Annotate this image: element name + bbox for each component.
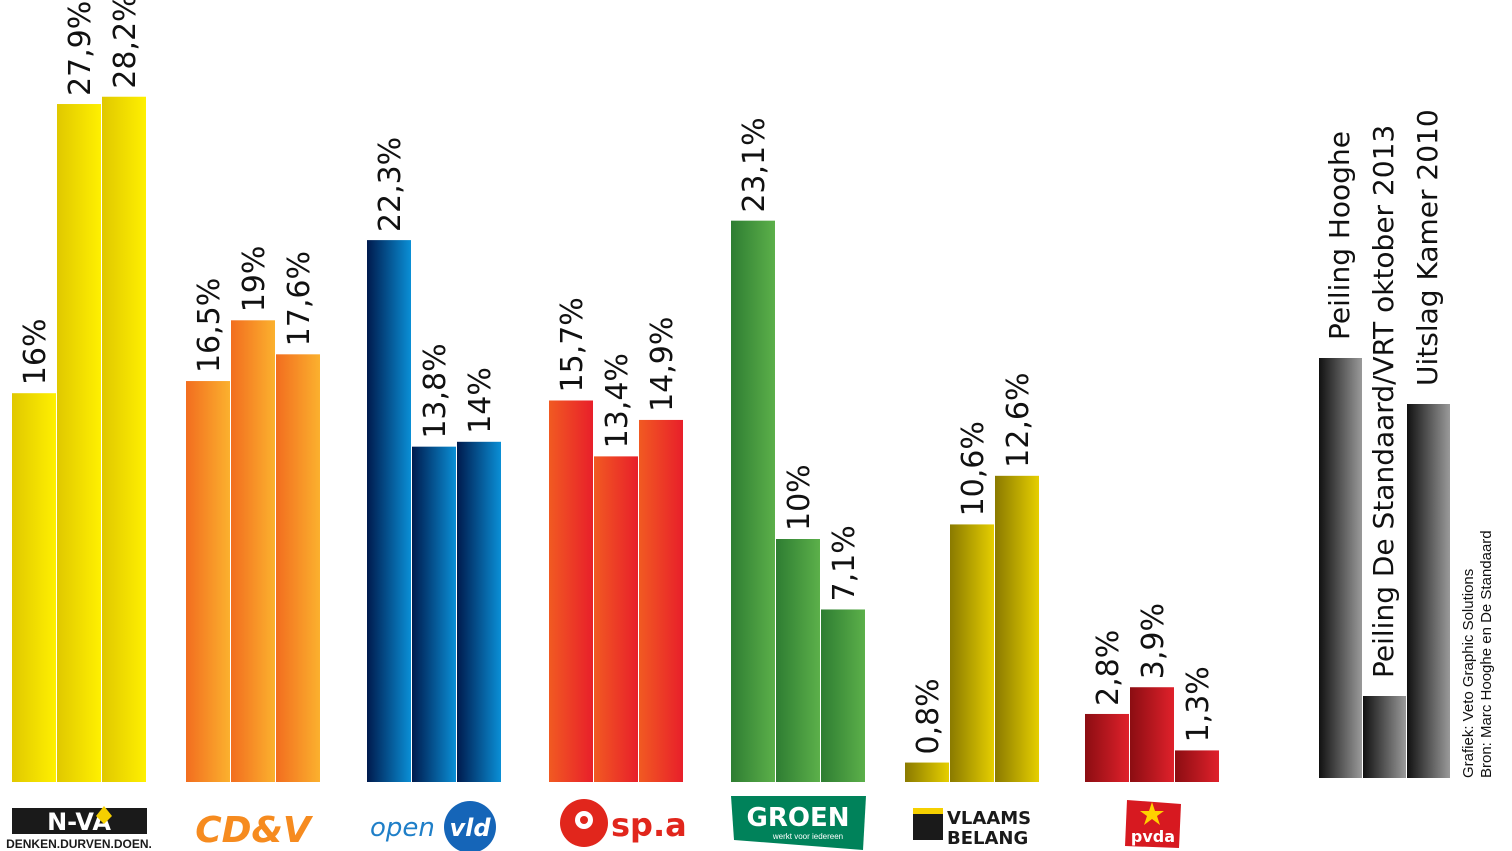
bar-cd-v-series-3 <box>276 354 320 782</box>
logo-badge-text: vld <box>449 814 491 842</box>
logo-shape <box>731 796 866 850</box>
bar-pvda-series-2 <box>1130 687 1174 782</box>
logo-text: pvda <box>1131 827 1175 846</box>
value-labels: 16% 27,9% 28,2% 16,5% 19% 17,6% 22,3% 13,8% 14% 1… <box>18 0 1216 755</box>
bar-n-va-series-1 <box>12 393 56 782</box>
bar-open-vld-series-2 <box>412 446 456 782</box>
logo-subtitle: DENKEN.DURVEN.DOEN. <box>6 837 152 851</box>
bar-vlaams-belang-series-1 <box>905 762 949 782</box>
bar-cd-v-series-1 <box>186 381 230 782</box>
value-label-cd-v-series-1: 16,5% <box>192 278 227 373</box>
bar-groen-series-1 <box>731 220 775 783</box>
value-label-pvda-series-2: 3,9% <box>1136 603 1171 679</box>
legend-swatch-series-3 <box>1407 404 1450 778</box>
value-label-pvda-series-3: 1,3% <box>1181 666 1216 742</box>
legend-label-series-1: Peiling Hooghe <box>1323 131 1356 340</box>
bar-sp-a-series-1 <box>549 400 593 782</box>
logo-text: GROEN <box>747 803 850 833</box>
legend: Peiling Hooghe Peiling De Standaard/VRT o… <box>1319 109 1450 778</box>
legend-swatch-series-1 <box>1319 358 1362 778</box>
legend-label-series-3: Uitslag Kamer 2010 <box>1411 109 1444 386</box>
lion-icon <box>913 814 943 840</box>
value-label-pvda-series-1: 2,8% <box>1091 630 1126 706</box>
star-icon <box>1140 802 1164 825</box>
logo-badge-icon <box>444 801 496 851</box>
value-label-n-va-series-1: 16% <box>18 319 53 386</box>
bar-sp-a-series-3 <box>639 419 683 782</box>
logo-text: open <box>370 813 435 843</box>
value-label-n-va-series-2: 27,9% <box>63 1 98 96</box>
value-label-vlaams-belang-series-3: 12,6% <box>1001 373 1036 468</box>
value-label-n-va-series-3: 28,2% <box>108 0 143 89</box>
bar-n-va-series-3 <box>102 96 146 783</box>
bar-n-va-series-2 <box>57 104 101 782</box>
logo-cd-v: CD&V <box>195 810 314 851</box>
value-label-open-vld-series-2: 13,8% <box>418 343 453 438</box>
value-label-sp-a-series-2: 13,4% <box>600 353 635 448</box>
logo-subtitle: werkt voor iedereen <box>772 832 843 841</box>
value-label-groen-series-2: 10% <box>782 464 817 531</box>
credit-line-1: Grafiek: Veto Graphic Solutions <box>1460 569 1477 778</box>
legend-label-series-2: Peiling De Standaard/VRT oktober 2013 <box>1367 125 1400 678</box>
value-label-vlaams-belang-series-1: 0,8% <box>911 678 946 754</box>
logo-shape <box>1125 800 1181 848</box>
logo-sp-a: sp.a <box>560 799 687 847</box>
bar-groen-series-2 <box>776 539 820 782</box>
value-label-cd-v-series-3: 17,6% <box>282 251 317 346</box>
bar-cd-v-series-2 <box>231 320 275 782</box>
logo-text: VLAAMS <box>947 808 1031 829</box>
value-label-sp-a-series-3: 14,9% <box>645 317 680 412</box>
diamond-icon <box>96 806 112 824</box>
value-label-open-vld-series-1: 22,3% <box>373 137 408 232</box>
bar-vlaams-belang-series-2 <box>950 524 994 782</box>
value-label-groen-series-3: 7,1% <box>827 525 862 601</box>
logo-pvda: pvda <box>1125 800 1181 848</box>
value-label-vlaams-belang-series-2: 10,6% <box>956 421 991 516</box>
bar-pvda-series-3 <box>1175 750 1219 782</box>
bar-groen-series-3 <box>821 609 865 782</box>
credit-line-2: Bron: Marc Hooghe en De Standaard <box>1478 530 1495 778</box>
bar-sp-a-series-2 <box>594 456 638 782</box>
bar-open-vld-series-1 <box>367 240 411 783</box>
bar-open-vld-series-3 <box>457 441 501 782</box>
value-label-sp-a-series-1: 15,7% <box>555 297 590 392</box>
logo-text: CD&V <box>195 810 314 851</box>
bar-pvda-series-1 <box>1085 713 1129 782</box>
bar-groups <box>12 96 1219 783</box>
value-label-open-vld-series-3: 14% <box>463 367 498 434</box>
logo-text-2: BELANG <box>947 828 1028 849</box>
logo-text: sp.a <box>611 806 687 844</box>
logo-open-vld: open vld <box>370 801 496 851</box>
bar-vlaams-belang-series-3 <box>995 475 1039 782</box>
credits: Grafiek: Veto Graphic Solutions Bron: Mar… <box>1460 530 1495 778</box>
legend-swatch-series-2 <box>1363 696 1406 778</box>
value-label-cd-v-series-2: 19% <box>237 246 272 313</box>
value-label-groen-series-1: 23,1% <box>737 117 772 212</box>
